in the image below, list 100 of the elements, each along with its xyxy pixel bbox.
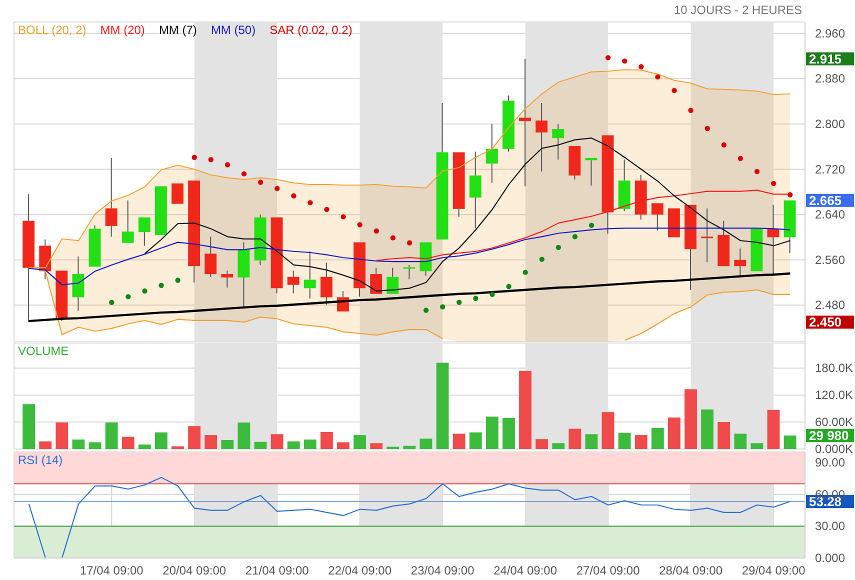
point xyxy=(224,162,230,168)
bar xyxy=(502,418,515,449)
bar xyxy=(221,440,234,449)
point xyxy=(324,206,330,212)
candlestick xyxy=(536,102,548,172)
bar xyxy=(750,443,764,449)
point xyxy=(788,192,793,198)
line-series xyxy=(28,476,791,558)
candlestick xyxy=(72,256,84,312)
bar xyxy=(436,362,449,449)
point xyxy=(241,171,247,176)
bar xyxy=(337,442,350,449)
candlestick xyxy=(105,157,118,238)
bar xyxy=(304,440,316,449)
bar xyxy=(536,439,548,449)
candlestick xyxy=(221,270,234,288)
candlestick xyxy=(22,194,35,323)
bar xyxy=(39,441,52,449)
y-tick-label: 0.000K xyxy=(815,442,854,456)
bar xyxy=(270,434,284,449)
bar xyxy=(602,412,614,449)
bar xyxy=(22,404,36,449)
bar xyxy=(403,446,416,449)
x-tick-label: 24/04 09:00 xyxy=(494,564,558,578)
y-tick-label: 60.00K xyxy=(815,415,854,430)
bar xyxy=(88,442,102,449)
bar xyxy=(72,440,85,449)
bar xyxy=(172,446,184,449)
bar xyxy=(701,409,714,449)
bar xyxy=(370,443,383,449)
bar xyxy=(155,432,168,449)
point xyxy=(556,244,562,250)
bar xyxy=(105,422,118,449)
point xyxy=(423,308,429,313)
point xyxy=(357,222,362,228)
y-tick-label: 2.960 xyxy=(815,26,846,40)
point xyxy=(539,256,544,262)
point xyxy=(175,278,180,283)
point xyxy=(605,55,611,60)
point xyxy=(390,235,396,240)
bar xyxy=(56,422,68,449)
text: 2.450 xyxy=(809,314,842,330)
bar xyxy=(486,416,498,449)
y-tick-label: 0.000 xyxy=(815,551,846,565)
bar xyxy=(767,410,780,449)
text: BOLL (20, 2) xyxy=(18,23,86,37)
text: RSI (14) xyxy=(18,453,63,467)
point xyxy=(258,180,264,185)
text: MM (20) xyxy=(100,23,145,37)
candlestick xyxy=(701,208,714,263)
bar xyxy=(420,438,432,449)
y-tick-label: 2.480 xyxy=(815,298,846,312)
point xyxy=(456,300,462,305)
point xyxy=(572,234,578,240)
y-tick-label: 2.880 xyxy=(815,72,846,86)
point xyxy=(738,156,744,162)
y-tick-label: 30.00 xyxy=(815,519,846,534)
point xyxy=(291,193,296,198)
bar xyxy=(651,428,664,449)
bar xyxy=(668,418,680,449)
bar xyxy=(718,422,730,449)
y-tick-label: 2.640 xyxy=(815,208,846,222)
bar xyxy=(354,435,366,449)
candlestick xyxy=(634,174,647,220)
point xyxy=(490,292,495,298)
line-series xyxy=(28,272,792,322)
point xyxy=(721,142,727,148)
bar xyxy=(469,432,482,449)
bar xyxy=(784,436,796,449)
bar xyxy=(188,426,201,449)
point xyxy=(754,168,760,174)
point xyxy=(622,58,628,64)
point xyxy=(308,200,313,206)
y-tick-label: 2.800 xyxy=(815,116,846,131)
chart-title: VOLUME xyxy=(18,344,69,358)
text: MM (7) xyxy=(158,23,197,37)
point xyxy=(274,186,280,192)
point xyxy=(440,304,446,310)
point xyxy=(158,282,164,288)
point xyxy=(473,296,478,301)
bar xyxy=(552,443,565,449)
candlestick xyxy=(287,270,300,294)
candlestick xyxy=(469,151,482,229)
point xyxy=(655,74,660,80)
bar xyxy=(122,436,134,449)
text: MM (50) xyxy=(210,23,256,37)
point xyxy=(374,228,380,234)
point xyxy=(126,294,131,300)
text: SAR (0.02, 0.2) xyxy=(270,23,352,37)
candlestick xyxy=(486,123,498,184)
point xyxy=(340,214,346,220)
point xyxy=(192,154,197,160)
bar xyxy=(618,432,631,449)
y-tick-label: 180.0K xyxy=(815,361,854,376)
x-tick-label: 20/04 09:00 xyxy=(162,564,226,578)
point xyxy=(672,88,677,94)
bar xyxy=(634,435,648,449)
point xyxy=(208,157,214,162)
point xyxy=(109,300,114,305)
bar xyxy=(254,442,267,449)
